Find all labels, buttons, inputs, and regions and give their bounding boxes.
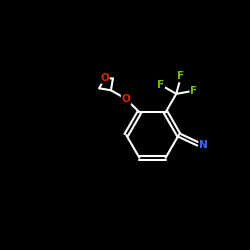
Text: N: N (199, 140, 208, 150)
Text: F: F (177, 72, 184, 82)
Text: F: F (157, 80, 164, 90)
Text: O: O (122, 94, 130, 104)
Text: O: O (100, 73, 109, 83)
Text: F: F (190, 86, 198, 96)
